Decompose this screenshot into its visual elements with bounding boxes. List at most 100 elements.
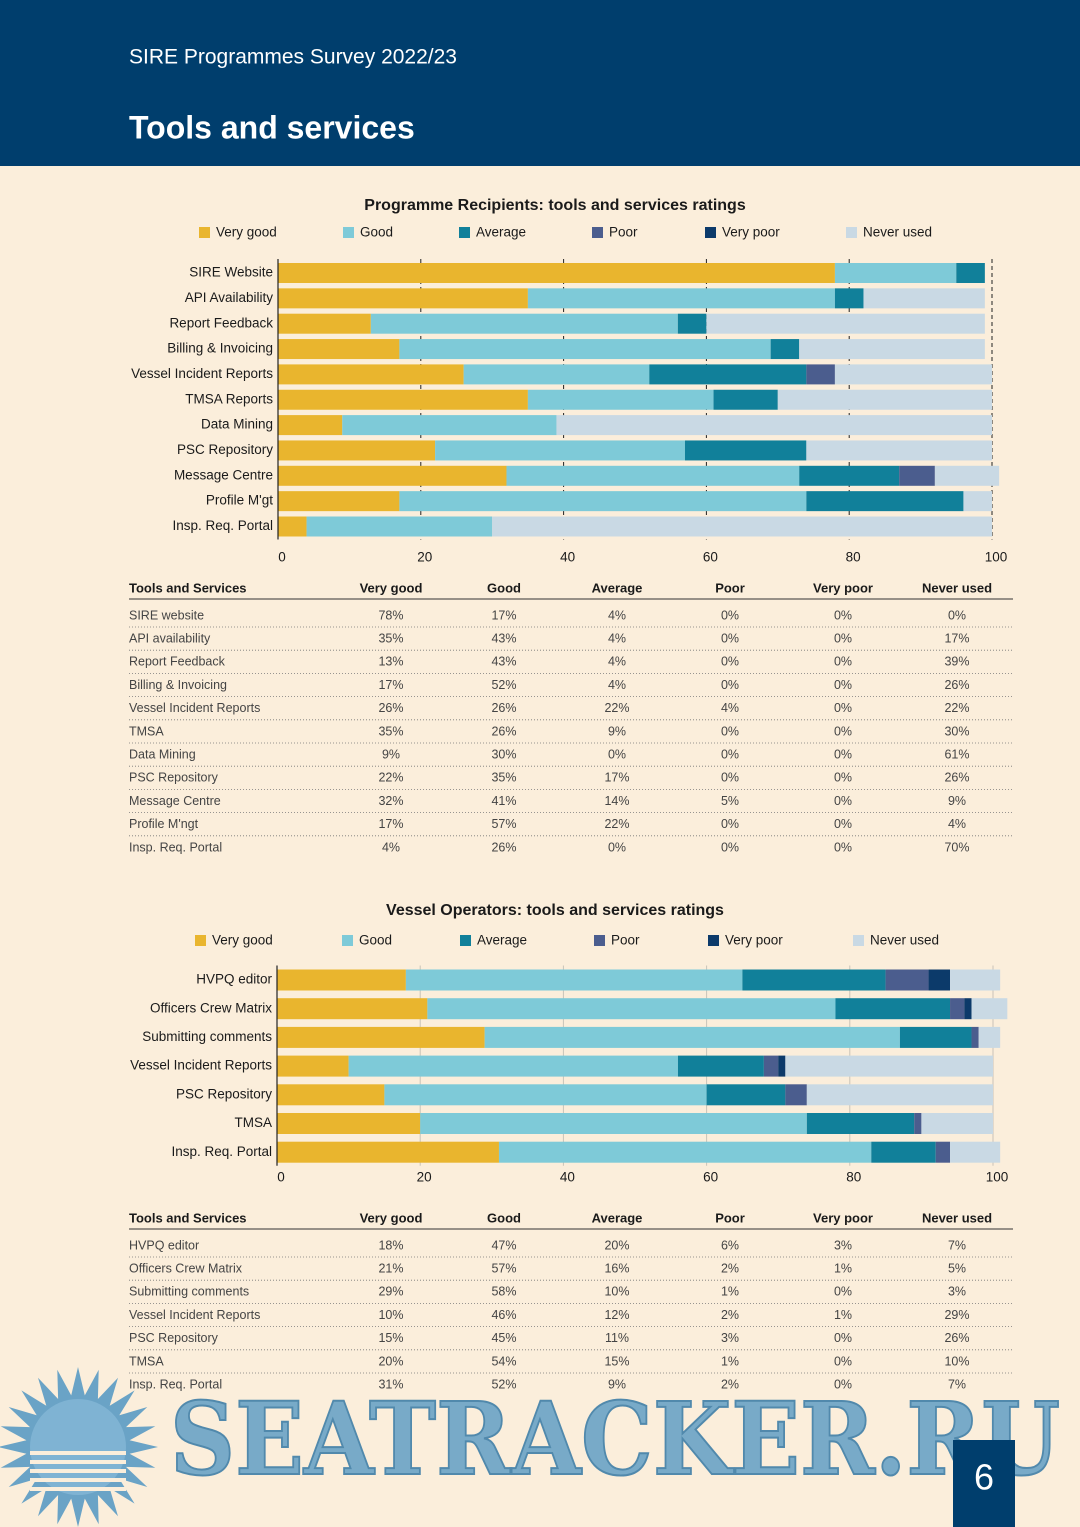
bar-segment [899,1026,972,1048]
legend-swatch [846,227,857,238]
table-cell: 4% [608,655,626,669]
bar-segment [921,1113,993,1134]
table-cell: 0% [834,1285,852,1299]
bar-segment [934,465,1000,486]
bar-segment [677,1055,764,1077]
sun-stripe [30,1460,126,1464]
bar-segment [278,491,400,512]
bar-segment [935,1141,951,1163]
table-cell: 6% [721,1238,739,1252]
bar-segment [399,339,771,360]
bar-segment [278,389,528,410]
bar-segment [427,998,836,1020]
bar-segment [950,969,1001,991]
table-cell: 0% [721,608,739,622]
bar-segment [899,465,935,486]
sun-stripe [30,1478,126,1482]
table-cell: 0% [834,817,852,831]
bar-segment [956,263,985,283]
bar-segment [964,998,972,1020]
bar-segment [785,1055,993,1077]
bar-segment [806,491,964,512]
category-label: HVPQ editor [196,972,272,987]
x-tick-label: 0 [278,550,286,565]
bar-segment [778,1055,786,1077]
table-cell: 0% [834,608,852,622]
legend-label: Good [360,225,393,240]
table-cell: 0% [834,631,852,645]
legend-label: Very poor [725,933,783,948]
table-cell: 13% [378,655,403,669]
table-cell: 17% [378,678,403,692]
table-header: Good [487,580,521,595]
bar-segment [971,998,1008,1020]
table-cell: 22% [378,771,403,785]
bar-segment [399,491,807,512]
table-cell: 5% [721,794,739,808]
category-label: PSC Repository [176,1086,272,1101]
category-label: Message Centre [174,467,273,482]
table-cell: 11% [605,1331,629,1345]
table-cell: Profile M'ngt [129,817,199,831]
table-cell: 1% [834,1308,852,1322]
table-cell: 30% [944,724,969,738]
legend-swatch [594,935,605,946]
table-cell: 0% [721,631,739,645]
watermark-sun [0,1367,158,1527]
table-cell: 0% [721,678,739,692]
bar-segment [277,1026,485,1048]
x-tick-label: 20 [417,550,432,565]
table-cell: 35% [378,631,403,645]
category-label: Profile M'gt [206,493,273,508]
x-tick-label: 100 [985,550,1008,565]
table-cell: Submitting comments [129,1285,249,1299]
bar-segment [277,1113,421,1134]
table-cell: 47% [491,1238,516,1252]
table-cell: 57% [491,1261,516,1275]
table-cell: 22% [604,701,629,715]
legend-label: Average [476,225,526,240]
header-title: Tools and services [129,109,415,145]
table-cell: 41% [491,794,516,808]
table-cell: 17% [604,771,629,785]
bar-segment [484,1026,900,1048]
legend-label: Very good [216,225,277,240]
table-cell: Billing & Invoicing [129,678,227,692]
table-cell: 1% [721,1285,739,1299]
legend-swatch [460,935,471,946]
table-cell: 4% [382,840,400,854]
bar-segment [278,364,464,385]
table-cell: 3% [948,1285,966,1299]
table-cell: 0% [834,794,852,808]
bar-segment [706,313,985,334]
table-cell: 4% [608,608,626,622]
bar-segment [806,364,835,385]
legend-swatch [708,935,719,946]
x-tick-label: 80 [846,550,861,565]
table-cell: 3% [834,1238,852,1252]
table-cell: 32% [378,794,403,808]
bar-segment [914,1113,922,1134]
table-header: Poor [715,580,745,595]
table-header: Good [487,1210,521,1225]
bar-segment [405,969,743,991]
x-tick-label: 80 [846,1170,861,1185]
bar-segment [834,288,864,309]
bar-segment [278,465,507,486]
bar-segment [806,1084,993,1106]
bar-segment [677,313,707,334]
table-cell: TMSA [129,1354,164,1368]
table-cell: 26% [378,701,403,715]
table-cell: 26% [491,724,516,738]
table-cell: 30% [491,747,516,761]
table-cell: 9% [608,724,626,738]
bar-segment [278,415,343,436]
bar-segment [806,1113,915,1134]
bar-segment [777,389,992,410]
bar-segment [527,288,835,309]
table-cell: 54% [491,1354,516,1368]
table-cell: 22% [944,701,969,715]
table-cell: 10% [604,1285,629,1299]
chart-title: Programme Recipients: tools and services… [364,197,746,214]
